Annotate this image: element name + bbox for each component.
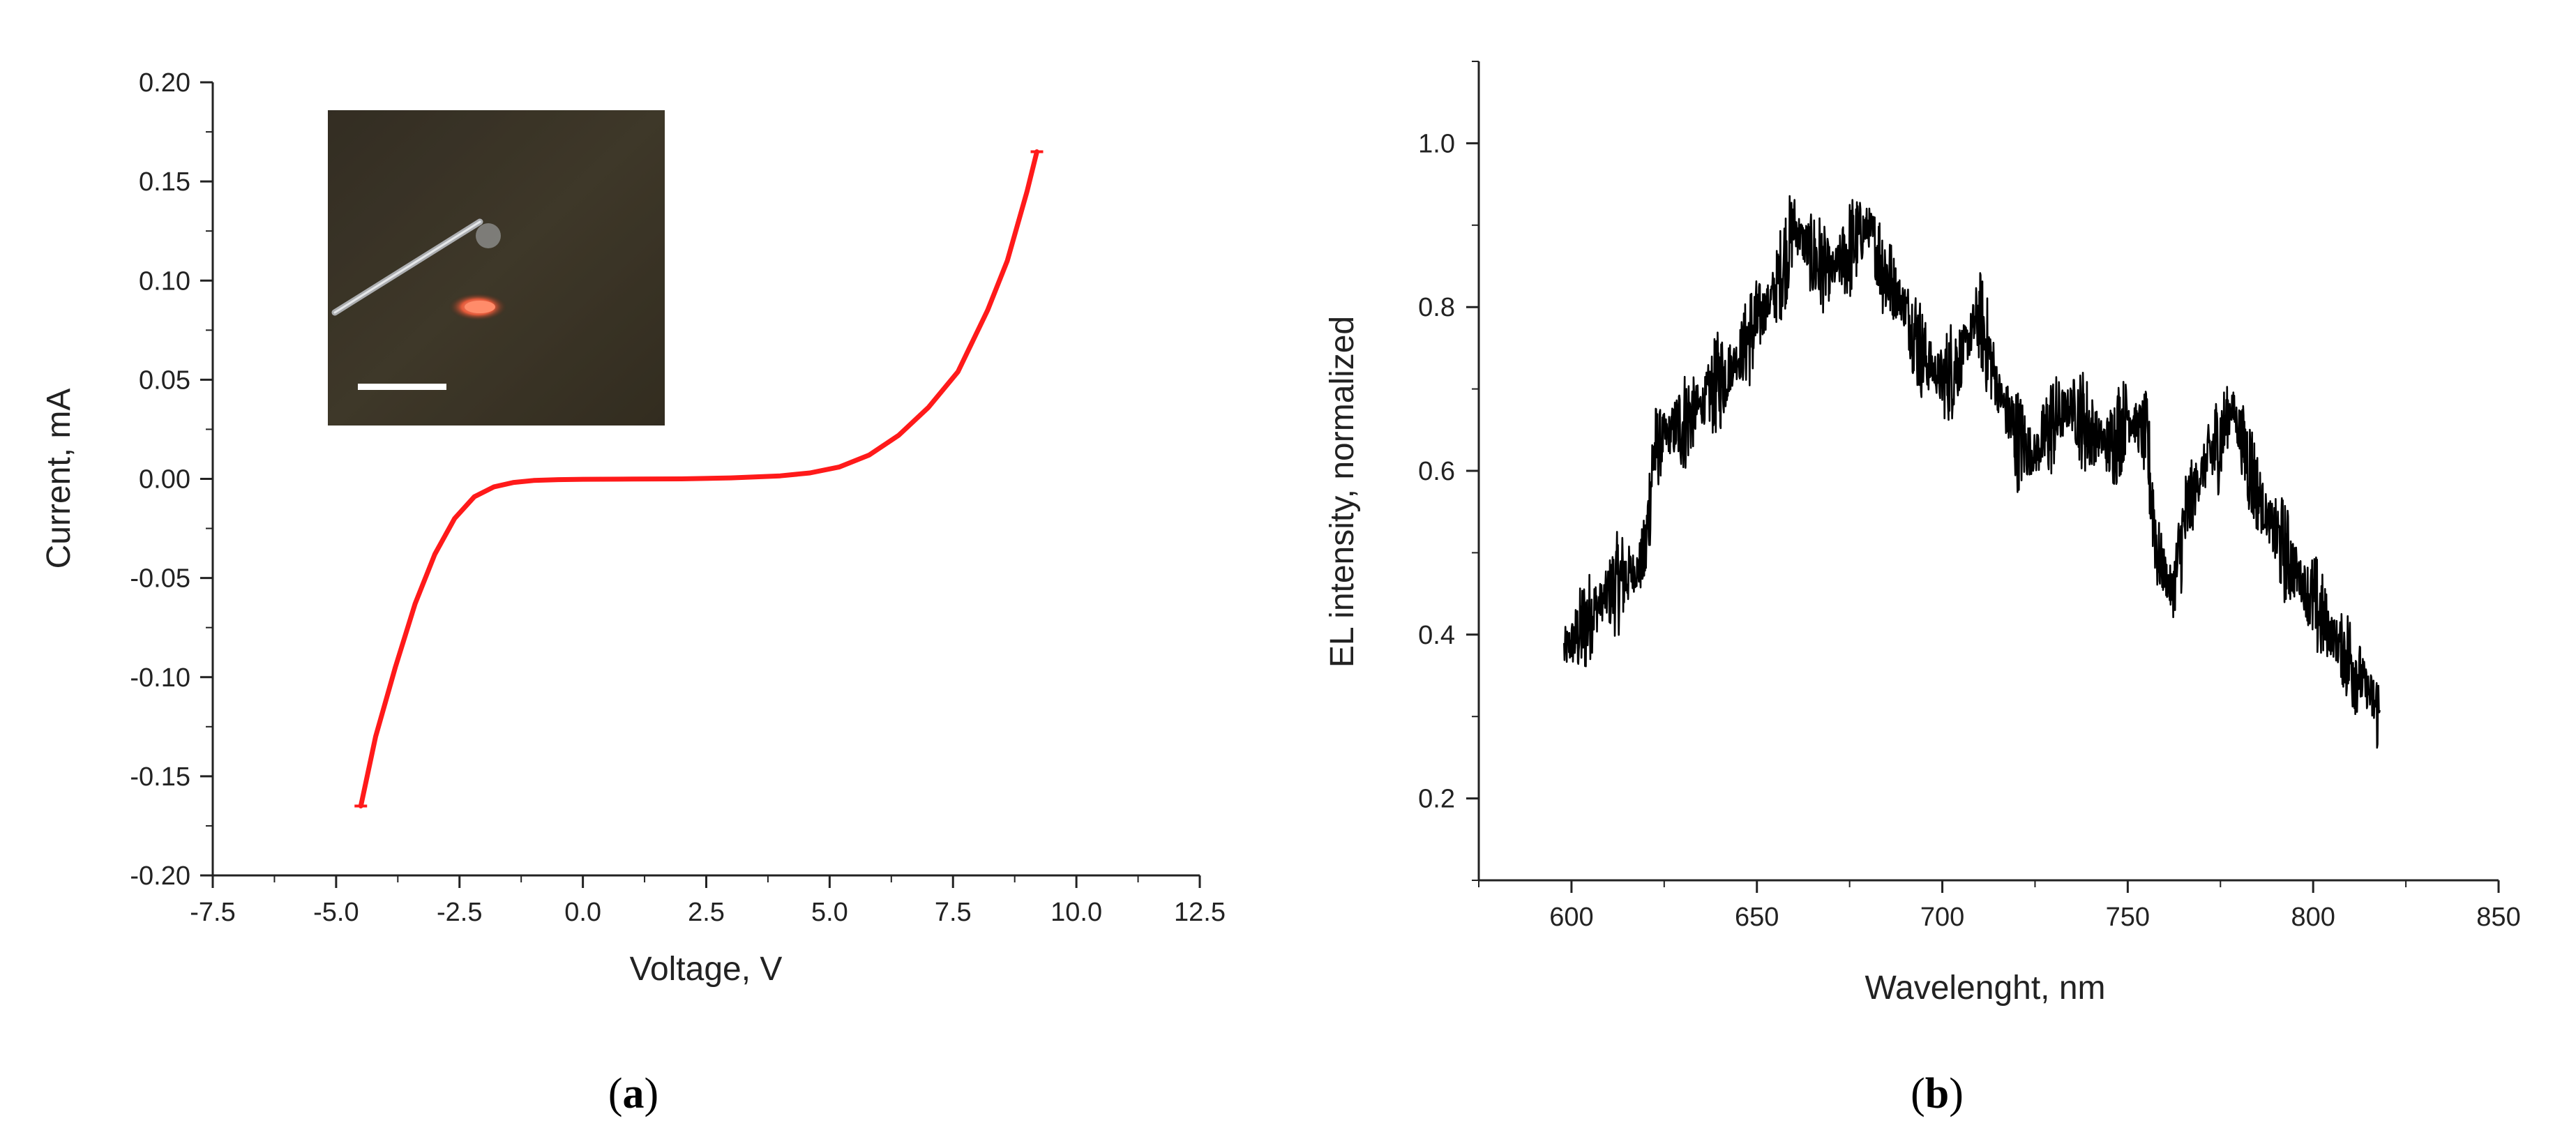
chart-b-y-tick-labels: 0.2 0.4 0.6 0.8 1.0 — [1418, 129, 1455, 813]
chart-a-ticks — [200, 81, 1201, 888]
chart-b-series-line — [1563, 195, 2381, 749]
chart-a-x-tick-label: 5.0 — [811, 898, 848, 927]
chart-a-y-tick-label: -0.15 — [130, 762, 190, 792]
chart-b-x-tick-label: 800 — [2291, 903, 2335, 932]
chart-b-x-tick-label: 850 — [2476, 903, 2520, 932]
chart-a-y-tick-labels: -0.20 -0.15 -0.10 -0.05 0.00 0.05 0.10 0.15 0.20 — [130, 68, 190, 891]
chart-a-x-tick-label: 7.5 — [935, 898, 972, 927]
chart-b-x-axis-title: Wavelenght, nm — [1865, 970, 2105, 1007]
chart-b-x-tick-label: 650 — [1735, 903, 1779, 932]
chart-b-y-tick-label: 0.2 — [1418, 785, 1455, 814]
chart-a-y-tick-label: 0.10 — [139, 266, 190, 296]
chart-b-y-tick-label: 0.4 — [1418, 621, 1455, 650]
chart-b-y-axis-title: EL intensity, normalized — [1324, 316, 1361, 668]
chart-a-x-tick-label: -2.5 — [437, 898, 482, 927]
chart-a-y-tick-label: 0.00 — [139, 465, 190, 495]
chart-b: 600 650 700 750 800 850 0.2 0.4 0.6 0.8 1.0 Wavel… — [1324, 61, 2521, 1007]
chart-a-y-tick-label: 0.15 — [139, 167, 190, 197]
chart-a-y-tick-label: -0.10 — [130, 663, 190, 693]
chart-a-x-tick-label: 12.5 — [1174, 898, 1226, 927]
chart-a-x-tick-label: -7.5 — [190, 898, 235, 927]
chart-a-series-line — [358, 149, 1039, 808]
scale-bar — [358, 384, 446, 390]
chart-a-y-tick-label: 0.20 — [139, 68, 190, 98]
chart-a-y-tick-label: 0.05 — [139, 366, 190, 395]
chart-b-ticks — [1466, 61, 2500, 893]
chart-b-y-tick-label: 1.0 — [1418, 129, 1455, 158]
chart-b-y-tick-label: 0.8 — [1418, 293, 1455, 322]
chart-a-x-tick-label: 2.5 — [688, 898, 725, 927]
chart-a-x-tick-label: -5.0 — [313, 898, 359, 927]
panel-label-a: (a) — [608, 1070, 658, 1117]
chart-a: -7.5 -5.0 -2.5 0.0 2.5 5.0 7.5 10.0 12.5 -0.20-0… — [40, 68, 1226, 988]
chart-b-x-tick-labels: 600 650 700 750 800 850 — [1549, 903, 2520, 932]
chart-b-x-tick-label: 700 — [1920, 903, 1964, 932]
chart-b-x-tick-label: 600 — [1549, 903, 1593, 932]
chart-b-x-tick-label: 750 — [2106, 903, 2150, 932]
chart-a-y-tick-label: -0.05 — [130, 564, 190, 594]
chart-a-y-tick-label: -0.20 — [130, 861, 190, 891]
chart-a-x-axis-title: Voltage, V — [630, 951, 783, 988]
panel-label-b: (b) — [1911, 1070, 1964, 1117]
chart-a-x-tick-label: 0.0 — [564, 898, 601, 927]
inset-photo — [328, 110, 665, 426]
chart-a-y-axis-title: Current, mA — [40, 389, 77, 569]
chart-a-x-tick-labels: -7.5 -5.0 -2.5 0.0 2.5 5.0 7.5 10.0 12.5 — [190, 898, 1226, 927]
chart-a-x-tick-label: 10.0 — [1050, 898, 1102, 927]
chart-b-y-tick-label: 0.6 — [1418, 457, 1455, 486]
